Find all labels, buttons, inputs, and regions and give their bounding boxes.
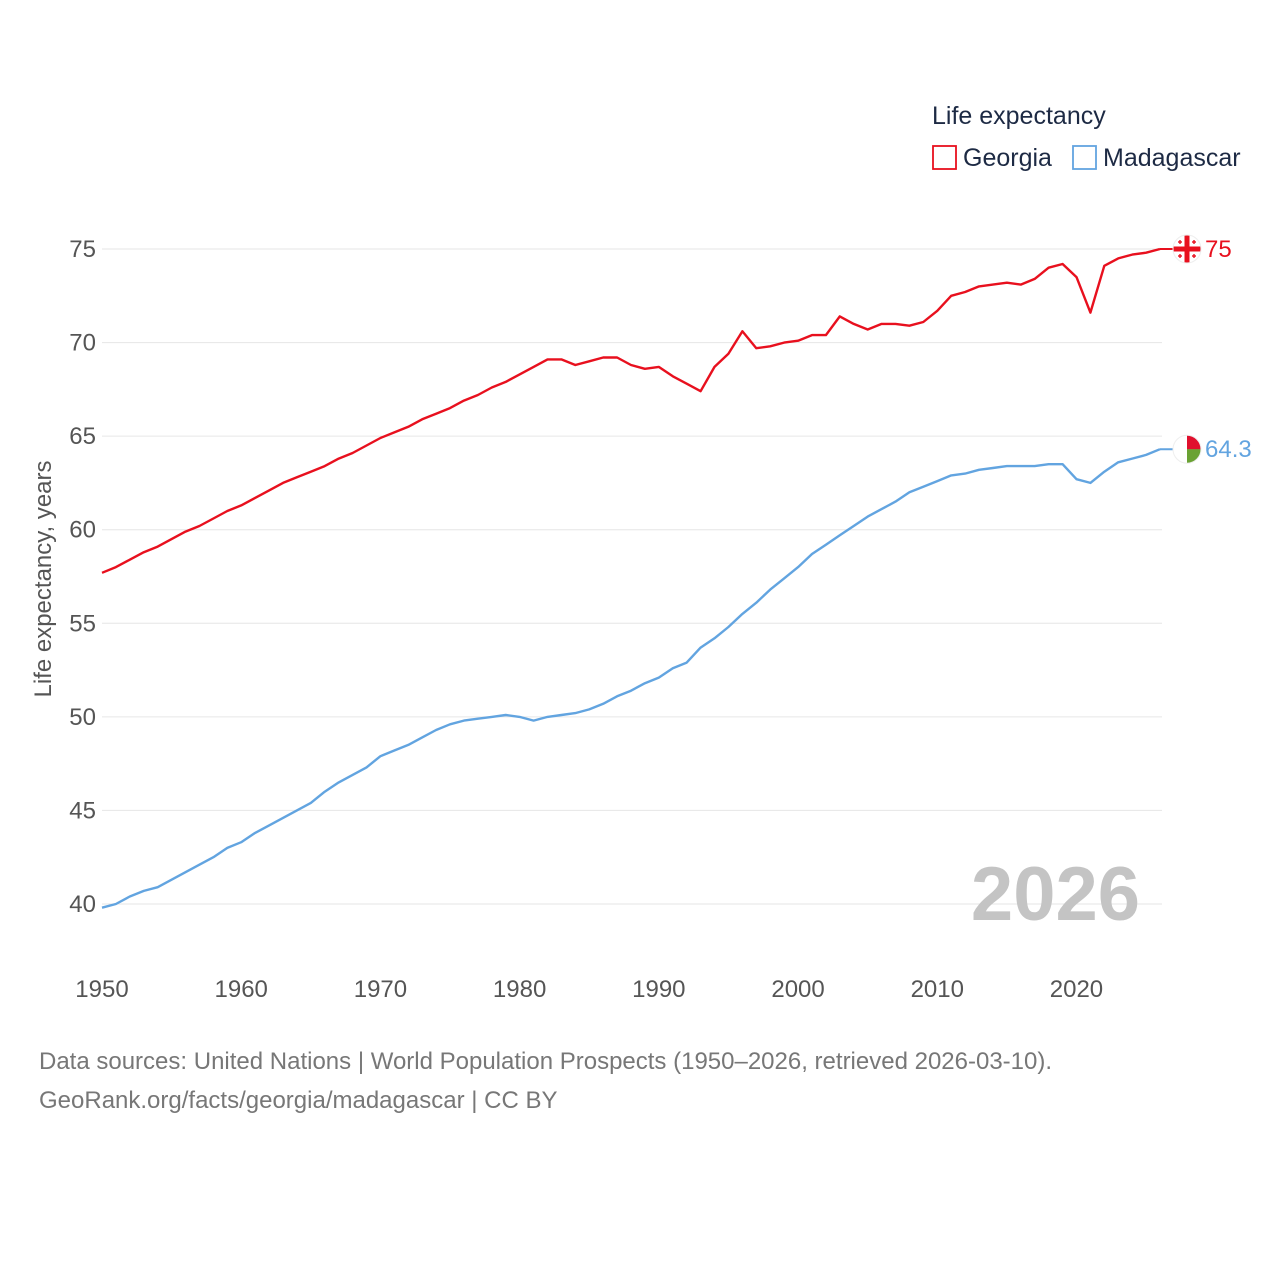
- x-tick-label-2020: 2020: [1050, 976, 1103, 1003]
- y-tick-label-55: 55: [69, 610, 96, 637]
- legend-label-madagascar: Madagascar: [1103, 144, 1241, 172]
- grid-lines: [102, 248, 1162, 905]
- x-tick-label-1990: 1990: [632, 976, 685, 1003]
- x-axis-ticks: 1950 1960 1970 1980 1990 2000 2010 2020: [75, 976, 1103, 1003]
- y-tick-label-70: 70: [69, 330, 96, 357]
- y-tick-label-50: 50: [69, 704, 96, 731]
- series-lines: [101, 247, 1161, 909]
- y-tick-label-75: 75: [69, 236, 96, 263]
- y-tick-label-65: 65: [69, 423, 96, 450]
- end-value-label-georgia: 75: [1205, 236, 1232, 263]
- end-value-label-madagascar: 64.3: [1205, 436, 1252, 463]
- x-tick-label-2010: 2010: [911, 976, 964, 1003]
- series-end-markers: 75 64.3: [1160, 234, 1252, 464]
- legend: Life expectancy Georgia Madagascar: [932, 102, 1241, 172]
- data-source-text: Data sources: United Nations | World Pop…: [39, 1048, 1052, 1075]
- y-tick-label-45: 45: [69, 797, 96, 824]
- year-watermark: 2026: [971, 852, 1140, 937]
- legend-swatch-madagascar: [1072, 145, 1097, 170]
- x-tick-label-1970: 1970: [354, 976, 407, 1003]
- legend-title: Life expectancy: [932, 102, 1106, 130]
- x-tick-label-1960: 1960: [215, 976, 268, 1003]
- legend-label-georgia: Georgia: [963, 144, 1052, 172]
- series-line-madagascar: [101, 448, 1161, 909]
- y-tick-label-60: 60: [69, 517, 96, 544]
- y-tick-label-40: 40: [69, 891, 96, 918]
- x-tick-label-1950: 1950: [75, 976, 128, 1003]
- series-line-georgia: [101, 247, 1161, 574]
- y-axis-title: Life expectancy, years: [30, 460, 57, 697]
- y-axis-ticks: 40 45 50 55 60 65 70 75: [69, 236, 96, 918]
- x-tick-label-1980: 1980: [493, 976, 546, 1003]
- georgia-flag-icon: [1172, 234, 1202, 264]
- legend-item-madagascar[interactable]: Madagascar: [1072, 144, 1241, 172]
- source-url-text[interactable]: GeoRank.org/facts/georgia/madagascar | C…: [39, 1087, 557, 1114]
- legend-swatch-georgia: [932, 145, 957, 170]
- madagascar-flag-icon: [1172, 434, 1202, 464]
- legend-item-georgia[interactable]: Georgia: [932, 144, 1052, 172]
- x-tick-label-2000: 2000: [771, 976, 824, 1003]
